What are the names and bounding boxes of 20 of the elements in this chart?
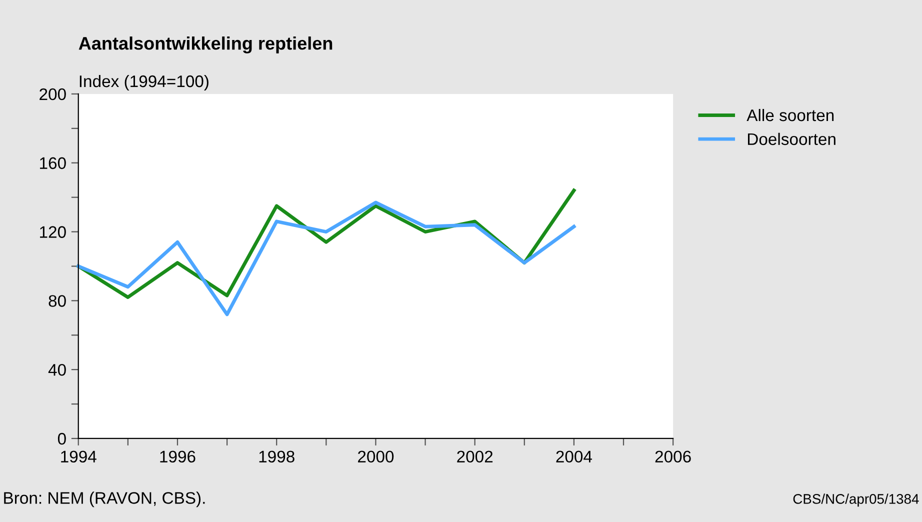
line-series (76, 200, 576, 316)
y-tick-label: 0 (58, 432, 66, 445)
y-tick-label: 200 (40, 88, 66, 100)
y-tick-label: 120 (40, 226, 66, 238)
x-tick-label: 1996 (160, 450, 196, 463)
y-tick-label: 160 (40, 157, 66, 170)
text: Bron: NEM (RAVON, CBS). (4, 492, 205, 508)
x-tick-label: 1998 (259, 450, 294, 463)
y-tick-label: 40 (48, 364, 66, 376)
x-tick-label: 2006 (655, 450, 691, 463)
x-tick-label: 1994 (61, 450, 96, 463)
text: CBS/NC/apr05/1384 (793, 494, 919, 507)
y-tick-label: 80 (48, 295, 66, 307)
y-axis-title: Index (1994=100) (80, 74, 208, 91)
x-tick-label: 2004 (556, 450, 592, 463)
legend-label: Doelsoorten (748, 132, 836, 146)
chart-title: Aantalsontwikkeling reptielen (78, 36, 332, 54)
x-tick-label: 2002 (457, 450, 493, 463)
legend-label: Alle soorten (746, 108, 834, 122)
x-tick-label: 2000 (358, 450, 394, 463)
